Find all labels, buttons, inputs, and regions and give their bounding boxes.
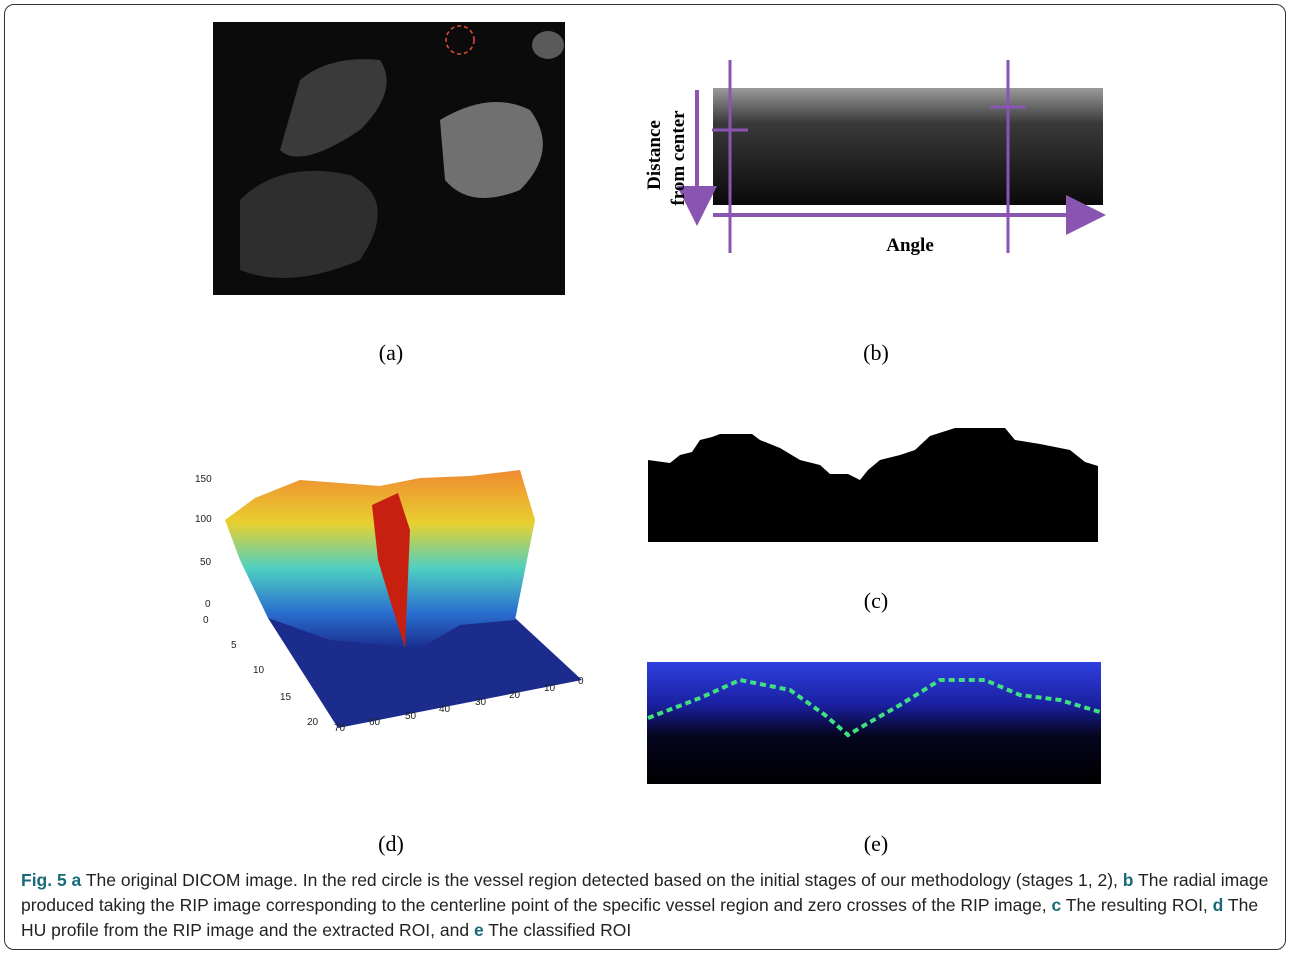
radial-image xyxy=(677,60,1106,253)
x-axis-label: Angle xyxy=(886,235,934,256)
z-tick-label: 50 xyxy=(200,557,212,568)
caption-label: d xyxy=(1212,895,1224,915)
y-axis-label: Distance xyxy=(644,120,665,190)
caption-text: The original DICOM image. In the red cir… xyxy=(81,870,1123,890)
x-tick-label: 20 xyxy=(509,690,521,701)
x-tick-label: 70 xyxy=(334,723,346,734)
z-tick-label: 150 xyxy=(195,474,212,485)
panel-label: (d) xyxy=(378,831,404,856)
caption-text: The HU profile from the RIP image and th… xyxy=(21,895,1259,940)
caption-label: c xyxy=(1051,895,1062,915)
z-tick-label: 100 xyxy=(195,514,212,525)
panel-label: (b) xyxy=(863,340,889,365)
figure-caption: Fig. 5 a The original DICOM image. In th… xyxy=(21,868,1275,943)
x-tick-label: 30 xyxy=(475,697,487,708)
y-tick-label: 5 xyxy=(231,640,237,651)
caption-label: b xyxy=(1122,870,1134,890)
panel-label: (a) xyxy=(379,340,403,365)
y-tick-label: 15 xyxy=(280,692,292,703)
x-tick-label: 60 xyxy=(369,717,381,728)
y-tick-label: 10 xyxy=(253,665,265,676)
y-axis-label: from center xyxy=(668,110,689,206)
panel-label: (c) xyxy=(864,588,888,613)
z-tick-label: 0 xyxy=(205,599,211,610)
caption-text: The classified ROI xyxy=(483,920,632,940)
figure-frame xyxy=(4,4,1286,950)
caption-text: The resulting ROI, xyxy=(1061,895,1213,915)
y-tick-label: 20 xyxy=(307,717,319,728)
x-tick-label: 10 xyxy=(544,683,556,694)
x-tick-label: 40 xyxy=(439,704,451,715)
x-tick-label: 50 xyxy=(405,711,417,722)
caption-text: The radial image produced taking the RIP… xyxy=(21,870,1269,915)
panel-label: (e) xyxy=(864,831,888,856)
caption-label: Fig. 5 a xyxy=(21,870,82,890)
x-tick-label: 0 xyxy=(578,676,584,687)
hu-surface-plot xyxy=(225,470,582,728)
y-tick-label: 0 xyxy=(203,615,209,626)
classified-roi xyxy=(647,662,1101,784)
dicom-image xyxy=(213,22,565,295)
caption-label: e xyxy=(473,920,484,940)
roi-mask xyxy=(648,428,1098,542)
